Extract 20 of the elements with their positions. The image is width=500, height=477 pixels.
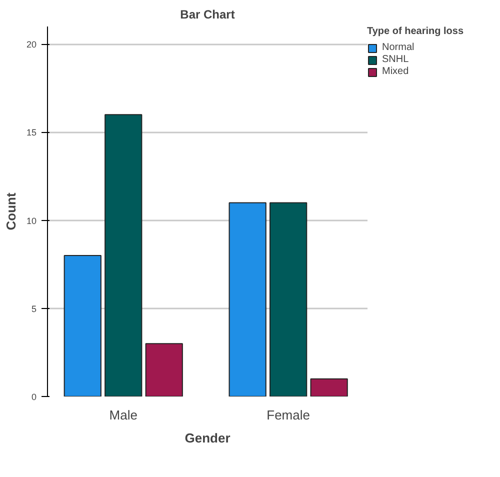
y-tick-label: 5 xyxy=(31,304,37,314)
y-axis-title: Count xyxy=(3,192,18,230)
legend-title: Type of hearing loss xyxy=(367,26,464,37)
y-tick-label: 15 xyxy=(26,128,37,138)
legend-label: Mixed xyxy=(382,66,409,77)
legend-label: Normal xyxy=(382,42,414,53)
chart-title: Bar Chart xyxy=(180,8,235,22)
bar xyxy=(228,202,266,396)
x-tick-label: Male xyxy=(109,408,138,422)
bar xyxy=(310,378,348,396)
x-axis-title: Gender xyxy=(184,430,230,446)
x-tick-label: Female xyxy=(266,408,310,422)
y-tick-label: 20 xyxy=(26,40,37,50)
y-tick-label: 10 xyxy=(26,216,37,226)
bar xyxy=(64,255,102,396)
bar xyxy=(270,202,308,396)
bar xyxy=(145,343,183,396)
legend-label: SNHL xyxy=(382,54,409,65)
y-tick-label: 0 xyxy=(31,392,37,402)
bar xyxy=(104,114,142,396)
